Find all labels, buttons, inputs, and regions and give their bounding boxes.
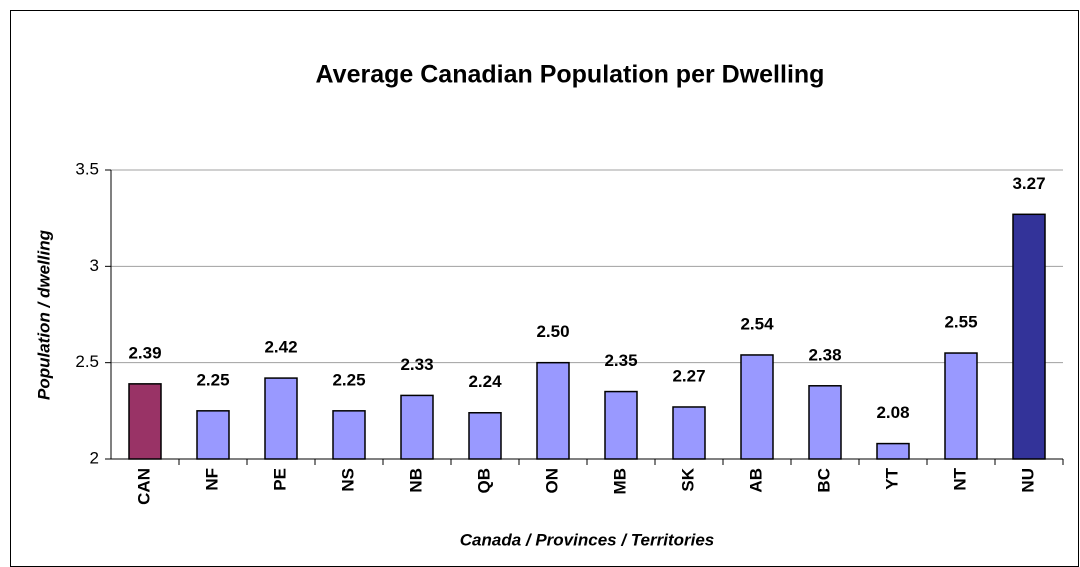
x-tick-label: NB — [406, 468, 425, 493]
bar — [876, 442, 910, 460]
value-label: 2.25 — [332, 370, 365, 389]
value-label: 2.33 — [400, 355, 433, 374]
bar — [808, 385, 842, 460]
x-tick-label: BC — [814, 468, 833, 493]
x-tick-label: ON — [542, 468, 561, 494]
bar — [1012, 213, 1046, 460]
bar — [740, 354, 774, 460]
value-label: 2.25 — [196, 370, 229, 389]
chart-border — [10, 10, 1079, 567]
x-tick-label: PE — [270, 468, 289, 491]
value-label: 2.39 — [128, 343, 161, 362]
x-tick-label: NS — [338, 468, 357, 492]
y-tick-label: 3 — [90, 256, 99, 275]
value-label: 2.35 — [604, 351, 637, 370]
y-tick-label: 2.5 — [75, 352, 99, 371]
value-label: 2.08 — [876, 403, 909, 422]
x-tick-label: AB — [746, 468, 765, 493]
x-tick-label: SK — [678, 467, 697, 491]
bar — [332, 410, 366, 460]
x-tick-label: NU — [1018, 468, 1037, 493]
x-tick-label: MB — [610, 468, 629, 494]
value-label: 2.55 — [944, 313, 977, 332]
value-label: 2.24 — [468, 372, 502, 391]
bar — [264, 377, 298, 460]
bar — [604, 390, 638, 460]
y-axis-label: Population / dwelling — [34, 229, 53, 400]
x-tick-label: YT — [882, 467, 901, 489]
y-tick-label: 2 — [90, 448, 99, 467]
bar — [196, 410, 230, 460]
x-tick-label: CAN — [134, 468, 153, 505]
bar — [536, 361, 570, 460]
bar — [944, 352, 978, 460]
bar — [468, 412, 502, 460]
value-label: 2.54 — [740, 314, 774, 333]
value-label: 2.38 — [808, 345, 841, 364]
x-tick-label: NF — [202, 468, 221, 491]
x-tick-label: QB — [474, 468, 493, 494]
bar — [128, 383, 162, 460]
value-label: 2.27 — [672, 366, 705, 385]
bar — [400, 394, 434, 460]
y-tick-label: 3.5 — [75, 159, 99, 178]
value-label: 2.42 — [264, 338, 297, 357]
value-label: 3.27 — [1012, 174, 1045, 193]
value-label: 2.50 — [536, 322, 569, 341]
x-tick-label: NT — [950, 467, 969, 490]
chart-title: Average Canadian Population per Dwelling — [316, 61, 825, 89]
bar — [672, 406, 706, 460]
x-axis-label: Canada / Provinces / Territories — [460, 530, 714, 549]
